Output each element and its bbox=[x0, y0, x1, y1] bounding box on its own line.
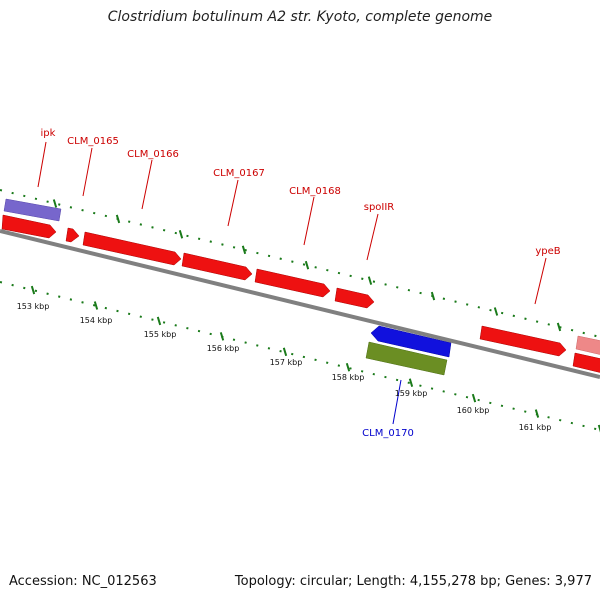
lower-ruler-tick bbox=[282, 347, 288, 357]
map-title: Clostridium botulinum A2 str. Kyoto, com… bbox=[107, 9, 493, 25]
genome-summary: Topology: circular; Length: 4,155,278 bp… bbox=[234, 574, 592, 589]
spoiir-pointer bbox=[366, 213, 379, 261]
upper-ruler-tick bbox=[115, 214, 121, 224]
gene-clm-0166[interactable] bbox=[82, 231, 182, 266]
lower-ruler-tick bbox=[597, 424, 600, 433]
lower-ruler-tick bbox=[156, 316, 162, 326]
gene-label-clm-0168: CLM_0168 bbox=[289, 186, 341, 197]
clm-0170-pointer bbox=[392, 379, 402, 425]
scale-label: 160 kbp bbox=[457, 406, 490, 415]
gene-clm-0165[interactable] bbox=[65, 227, 80, 243]
gene-label-clm-0165: CLM_0165 bbox=[67, 136, 119, 147]
gene-clm-0168[interactable] bbox=[254, 268, 331, 298]
purple-feature[interactable] bbox=[3, 198, 62, 222]
upper-ruler-tick bbox=[178, 230, 184, 239]
gene-label-ipk: ipk bbox=[41, 128, 56, 139]
lower-ruler-tick bbox=[93, 301, 99, 310]
gene-label-clm-0170: CLM_0170 bbox=[362, 428, 414, 439]
lower-ruler-tick bbox=[30, 285, 36, 295]
clm-0165-pointer bbox=[82, 147, 93, 197]
upper-ruler-tick bbox=[52, 199, 58, 208]
gene-faded[interactable] bbox=[575, 335, 600, 355]
lower-ruler-tick bbox=[345, 362, 351, 372]
upper-ruler-tick bbox=[304, 260, 310, 270]
scale-label: 156 kbp bbox=[207, 344, 240, 353]
gene-label-spoiir: spoIIR bbox=[364, 202, 395, 213]
clm-0168-pointer bbox=[303, 196, 315, 246]
ipk-pointer bbox=[37, 141, 47, 188]
upper-ruler-tick bbox=[430, 291, 436, 301]
scale-label: 159 kbp bbox=[395, 389, 428, 398]
gene-spoiir[interactable] bbox=[334, 287, 375, 309]
scale-label: 154 kbp bbox=[80, 316, 113, 325]
upper-dot-ruler bbox=[0, 189, 600, 338]
lower-ruler-tick bbox=[219, 332, 225, 341]
scale-label: 155 kbp bbox=[144, 330, 177, 339]
upper-ruler-tick bbox=[241, 245, 247, 255]
scale-label: 161 kbp bbox=[519, 423, 552, 432]
genome-backbone bbox=[0, 229, 600, 379]
ypeb-pointer bbox=[534, 257, 547, 305]
gene-clm-0167[interactable] bbox=[181, 252, 253, 281]
gene-ypeb[interactable] bbox=[479, 325, 567, 357]
lower-ruler-tick bbox=[534, 409, 540, 418]
gene-label-ypeb: ypeB bbox=[535, 246, 560, 257]
gene-edge[interactable] bbox=[572, 352, 600, 373]
gene-clm-0170[interactable] bbox=[370, 325, 452, 358]
lower-ruler-tick bbox=[471, 393, 477, 403]
scale-label: 158 kbp bbox=[332, 373, 365, 382]
upper-ruler-tick bbox=[367, 276, 373, 285]
accession-text: Accession: NC_012563 bbox=[9, 574, 157, 589]
rna-feature[interactable] bbox=[365, 341, 448, 376]
gene-label-clm-0166: CLM_0166 bbox=[127, 149, 179, 160]
clm-0166-pointer bbox=[141, 159, 153, 210]
gene-label-clm-0167: CLM_0167 bbox=[213, 168, 265, 179]
upper-ruler-tick bbox=[556, 322, 562, 332]
clm-0167-pointer bbox=[227, 179, 239, 227]
scale-label: 153 kbp bbox=[17, 302, 50, 311]
gene-ipk[interactable] bbox=[1, 214, 57, 239]
scale-label: 157 kbp bbox=[270, 358, 303, 367]
lower-ruler-tick bbox=[408, 378, 414, 387]
upper-ruler-tick bbox=[493, 307, 499, 316]
